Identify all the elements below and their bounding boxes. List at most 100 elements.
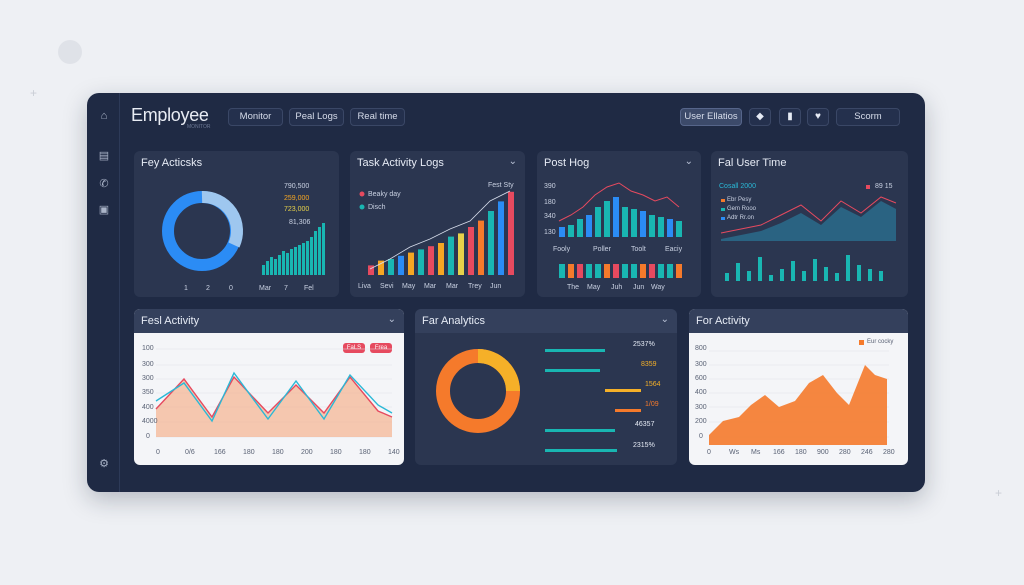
metric-value: 2315% xyxy=(633,442,655,449)
chart-bar xyxy=(286,253,289,275)
chart-bar xyxy=(615,409,641,412)
y-axis-label: 300 xyxy=(142,375,154,382)
chart-bar xyxy=(266,261,269,275)
chart-bar xyxy=(747,271,751,281)
chart-bar xyxy=(458,233,464,275)
metric-value: 2537% xyxy=(633,341,655,348)
chart-bar xyxy=(418,249,424,275)
trend-line xyxy=(558,182,680,222)
chart-bar xyxy=(780,269,784,281)
line-series-teal xyxy=(155,371,393,423)
legend-pill: FaLS xyxy=(343,343,365,353)
chart-bar xyxy=(298,245,301,275)
legend-pill: Frea xyxy=(370,343,392,353)
chart-bar xyxy=(813,259,817,281)
chart-bar xyxy=(868,269,872,281)
chart-bar xyxy=(545,349,605,352)
card-header: Fesl Activity ⌄ xyxy=(134,309,404,333)
chart-bar xyxy=(545,369,600,372)
card-fesl-activity: Fesl Activity ⌄ FaLS Frea 100 300 300 35… xyxy=(134,309,404,465)
metric-value: 8359 xyxy=(641,361,657,368)
chart-bar xyxy=(448,236,454,275)
chart-bar xyxy=(408,252,414,275)
axis-label: Jun xyxy=(490,283,502,290)
chart-bar xyxy=(622,264,628,278)
axis-label: 200 xyxy=(301,449,313,456)
chart-bar xyxy=(478,220,484,275)
chart-bar xyxy=(595,264,601,278)
chart-bar xyxy=(302,243,305,275)
chart-bar xyxy=(318,227,321,275)
app-title: Employee xyxy=(131,105,209,125)
y-axis-label: 200 xyxy=(695,418,707,425)
chart-bar xyxy=(667,264,673,278)
chart-bar xyxy=(577,219,583,237)
phone-icon[interactable]: ✆ xyxy=(99,178,109,190)
lock-icon[interactable]: ▣ xyxy=(98,204,110,216)
card-for-activity: For Activity Eur cocky 800 300 600 400 3… xyxy=(689,309,908,465)
chart-bar xyxy=(568,264,574,278)
chevron-down-icon[interactable]: ⌄ xyxy=(387,314,396,325)
chart-bar xyxy=(613,264,619,278)
reports-icon[interactable]: ▤ xyxy=(98,150,110,162)
chart-bar xyxy=(595,207,601,237)
axis-label: 0 xyxy=(229,285,233,292)
user-button[interactable]: User Ellatios xyxy=(680,108,742,126)
y-axis-label: 400 xyxy=(695,389,707,396)
nav-logs-button[interactable]: Peal Logs xyxy=(289,108,344,126)
chart-bar xyxy=(631,209,637,237)
chevron-down-icon[interactable]: ⌄ xyxy=(684,156,693,167)
chart-bar xyxy=(294,247,297,275)
y-axis-label: 400 xyxy=(142,404,154,411)
metric-value: 1564 xyxy=(645,381,661,388)
search-button[interactable]: Scorm xyxy=(836,108,900,126)
card7-chart xyxy=(709,340,889,445)
heart-icon[interactable]: ♥ xyxy=(807,108,829,126)
chart-bar xyxy=(604,264,610,278)
chevron-down-icon[interactable]: ⌄ xyxy=(660,314,669,325)
legend-swatch xyxy=(721,217,725,220)
nav-realtime-button[interactable]: Real time xyxy=(350,108,405,126)
chart-bar xyxy=(545,449,617,452)
axis-label: Ms xyxy=(751,449,761,456)
chart-bar xyxy=(568,225,574,237)
axis-label: Ws xyxy=(729,449,740,456)
legend-value: 790,500 xyxy=(284,183,310,190)
chevron-down-icon[interactable]: ⌄ xyxy=(508,156,517,167)
y-axis-label: 390 xyxy=(544,183,556,190)
y-axis-label: 600 xyxy=(695,375,707,382)
axis-label: Liva xyxy=(358,283,371,290)
notification-icon[interactable]: ◆ xyxy=(749,108,771,126)
chart-bar xyxy=(640,264,646,278)
background-dot xyxy=(58,40,82,64)
profile-icon[interactable]: ▮ xyxy=(779,108,801,126)
chart-bar xyxy=(545,429,615,432)
chart-bar xyxy=(498,201,504,275)
chart-bar xyxy=(605,389,641,392)
chart-bar xyxy=(879,271,883,281)
label: Fooly xyxy=(553,246,571,253)
axis-label: 180 xyxy=(359,449,371,456)
legend-item: Gem Rooo xyxy=(727,206,757,212)
home-icon[interactable]: ⌂ xyxy=(100,110,108,122)
axis-label: Mar xyxy=(446,283,459,290)
axis-label: 2 xyxy=(206,285,210,292)
nav-monitor-button[interactable]: Monitor xyxy=(228,108,283,126)
chart-bar xyxy=(262,265,265,275)
legend-item: Beaky day xyxy=(368,191,401,198)
chart-bar xyxy=(649,264,655,278)
card-title: Far Analytics xyxy=(422,315,485,327)
axis-label: 1 xyxy=(184,285,188,292)
axis-label: 280 xyxy=(883,449,895,456)
card-task-activity: Task Activity Logs ⌄ Beaky day Disch Fes… xyxy=(350,151,525,297)
card-header: For Activity xyxy=(689,309,908,333)
card4-bars xyxy=(725,255,883,281)
axis-label: 180 xyxy=(330,449,342,456)
chart-bar xyxy=(290,249,293,275)
card6-chart xyxy=(436,349,641,452)
axis-label: Fel xyxy=(304,285,314,292)
settings-icon[interactable]: ⚙ xyxy=(99,458,109,470)
chart-bar xyxy=(791,261,795,281)
dashboard-window: ⌂ ▤ ✆ ▣ ⚙ Employee MONITOR Monitor Peal … xyxy=(87,93,925,492)
area-series xyxy=(721,201,896,241)
